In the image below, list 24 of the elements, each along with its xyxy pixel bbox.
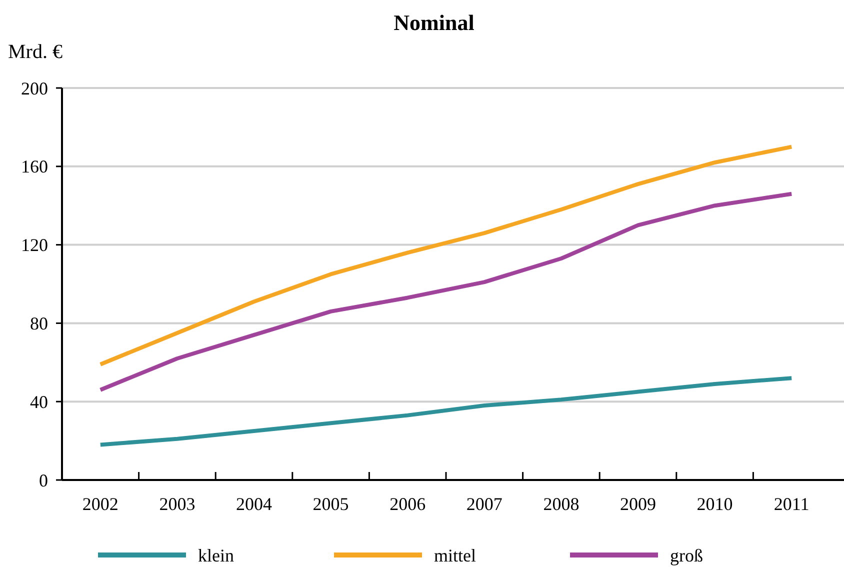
line-series xyxy=(98,192,794,392)
chart-title: Nominal xyxy=(394,10,474,35)
x-tick-label: 2003 xyxy=(159,494,196,514)
x-tick-label: 2002 xyxy=(82,494,118,514)
x-tick-label: 2006 xyxy=(390,494,426,514)
line-series xyxy=(98,376,794,447)
legend-label: groß xyxy=(670,545,703,566)
x-tick-label: 2010 xyxy=(696,494,733,514)
legend-label: mittel xyxy=(434,545,476,566)
y-tick-label: 120 xyxy=(21,235,48,256)
y-tick-label: 160 xyxy=(21,156,48,177)
x-tick-label: 2005 xyxy=(312,494,349,514)
x-tick-label: 2007 xyxy=(466,494,502,514)
legend-label: klein xyxy=(198,545,234,566)
x-tick-label: 2011 xyxy=(774,494,810,514)
y-tick-label: 200 xyxy=(21,78,48,98)
line-series xyxy=(98,144,794,366)
x-tick-label: 2008 xyxy=(543,494,580,514)
y-axis-title: Mrd. € xyxy=(8,41,62,63)
x-tick-label: 2004 xyxy=(236,494,272,514)
y-tick-label: 0 xyxy=(39,470,48,490)
y-tick-label: 80 xyxy=(30,314,48,334)
y-tick-label: 40 xyxy=(30,392,48,412)
x-tick-label: 2009 xyxy=(620,494,656,514)
